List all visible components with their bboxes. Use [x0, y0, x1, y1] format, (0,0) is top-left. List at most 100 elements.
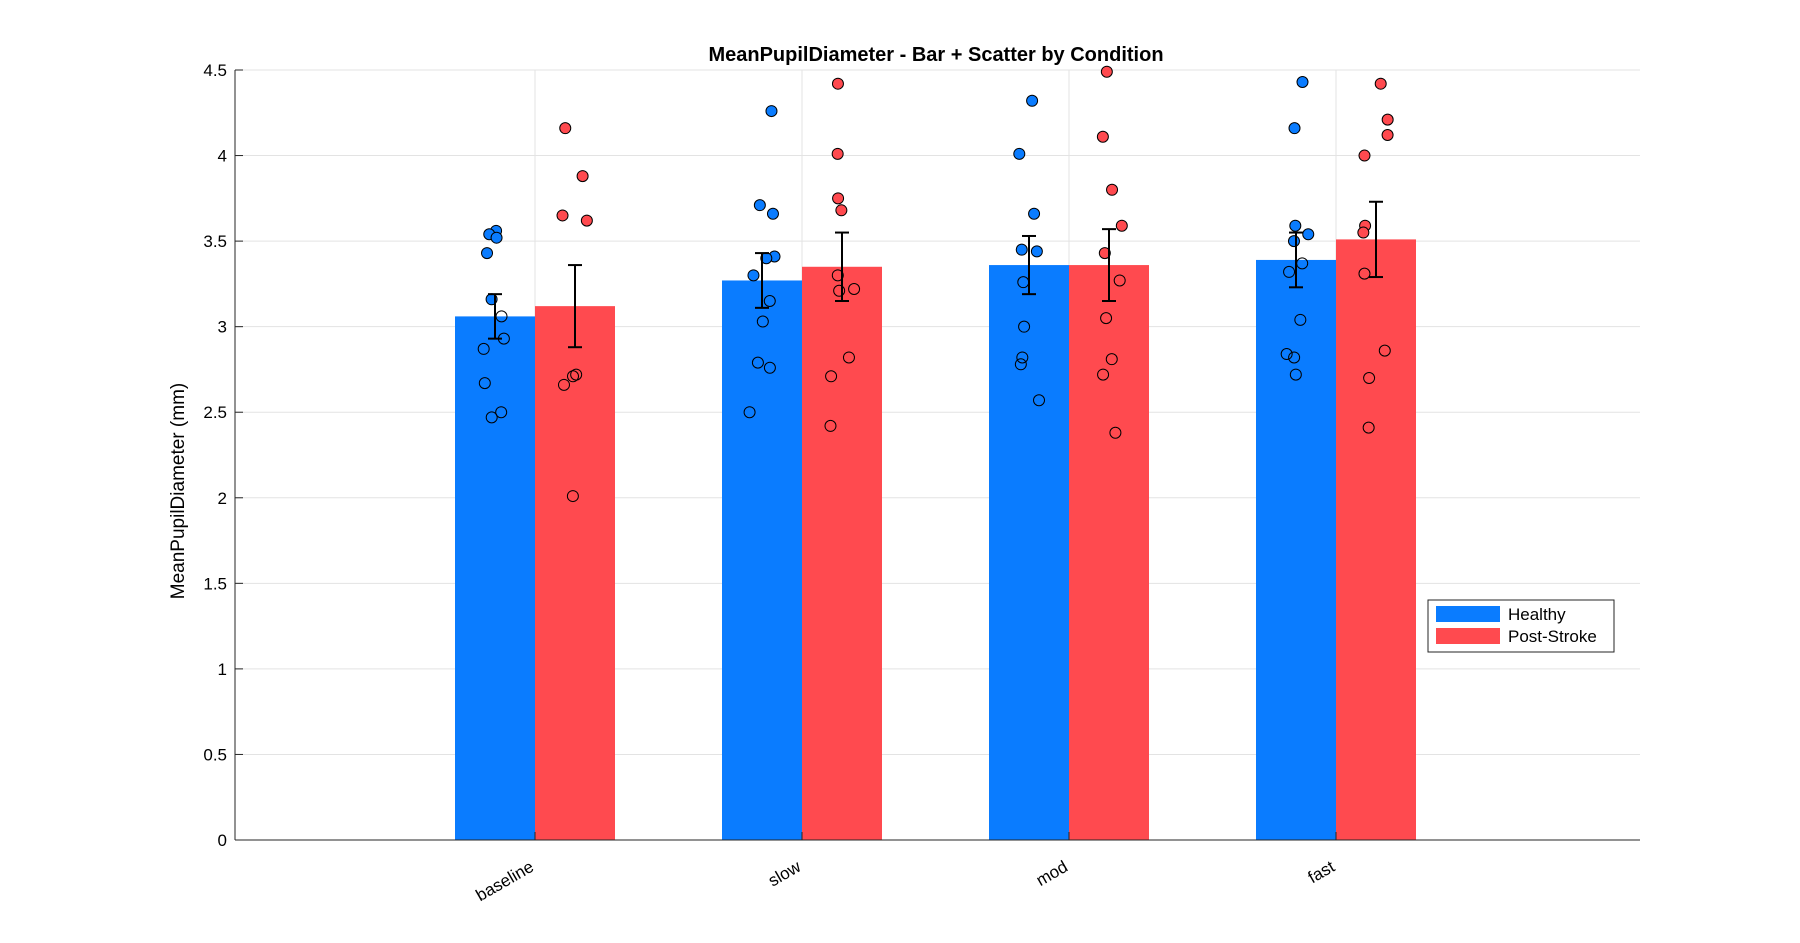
scatter-point	[831, 269, 844, 282]
scatter-point	[1105, 353, 1118, 366]
scatter-point	[765, 105, 778, 118]
scatter-point	[1018, 320, 1031, 333]
scatter-point	[566, 370, 579, 383]
scatter-point	[743, 406, 756, 419]
scatter-point	[824, 419, 837, 432]
scatter-point	[1362, 421, 1375, 434]
scatter-point	[1283, 265, 1296, 278]
scatter-points	[477, 65, 1394, 503]
legend-label: Post-Stroke	[1508, 627, 1597, 646]
scatter-point	[478, 377, 491, 390]
scatter-point	[833, 284, 846, 297]
scatter-point	[1374, 77, 1387, 90]
scatter-point	[835, 204, 848, 217]
scatter-point	[1288, 122, 1301, 135]
scatter-point	[1016, 351, 1029, 364]
bar-healthy-mod	[989, 265, 1069, 841]
scatter-point	[1302, 228, 1315, 241]
y-tick-label: 0.5	[203, 745, 227, 764]
scatter-point	[825, 370, 838, 383]
y-tick-label: 1	[218, 660, 227, 679]
scatter-point	[481, 247, 494, 260]
error-bars	[488, 200, 1383, 349]
scatter-point	[832, 192, 845, 205]
scatter-point	[557, 378, 570, 391]
scatter-point	[763, 361, 776, 374]
bar-post-stroke-slow	[802, 266, 882, 840]
legend-swatch	[1436, 628, 1500, 644]
scatter-point	[559, 122, 572, 135]
scatter-point	[490, 231, 503, 244]
scatter-point	[576, 170, 589, 183]
y-tick-label: 4.5	[203, 61, 227, 80]
bar-healthy-slow	[722, 280, 802, 840]
scatter-point	[831, 147, 844, 160]
scatter-point	[1381, 113, 1394, 126]
scatter-point	[1014, 358, 1027, 371]
scatter-point	[747, 269, 760, 282]
scatter-point	[1100, 65, 1113, 78]
scatter-point	[1289, 219, 1302, 232]
scatter-point	[1098, 247, 1111, 260]
bar-post-stroke-mod	[1069, 265, 1149, 841]
scatter-point	[1358, 149, 1371, 162]
legend-swatch	[1436, 606, 1500, 622]
y-axis-label: MeanPupilDiameter (mm)	[168, 383, 189, 599]
scatter-point	[1294, 313, 1307, 326]
scatter-point	[1296, 75, 1309, 88]
scatter-point	[1287, 235, 1300, 248]
scatter-point	[485, 411, 498, 424]
scatter-point	[1280, 348, 1293, 361]
scatter-point	[1028, 207, 1041, 220]
chart-title: MeanPupilDiameter - Bar + Scatter by Con…	[708, 44, 1163, 66]
scatter-point	[1097, 368, 1110, 381]
scatter-point	[848, 283, 861, 296]
scatter-point	[1033, 394, 1046, 407]
scatter-point	[1096, 130, 1109, 143]
scatter-point	[570, 368, 583, 381]
scatter-point	[1363, 372, 1376, 384]
y-tick-label: 3.5	[203, 232, 227, 251]
scatter-point	[1109, 426, 1122, 439]
scatter-point	[831, 77, 844, 90]
scatter-point	[1026, 94, 1039, 107]
scatter-point	[566, 490, 579, 503]
y-tick-label: 1.5	[203, 574, 227, 593]
scatter-point	[1013, 147, 1026, 160]
legend-label: Healthy	[1508, 605, 1566, 624]
legend: Healthy Post-Stroke	[1427, 599, 1615, 653]
scatter-point	[1030, 245, 1043, 258]
bars	[455, 239, 1416, 841]
scatter-point	[751, 356, 764, 369]
scatter-point	[580, 214, 593, 227]
scatter-point	[1115, 219, 1128, 232]
bar-post-stroke-fast	[1336, 239, 1416, 840]
scatter-point	[495, 406, 508, 419]
y-tick-label: 2	[218, 489, 227, 508]
scatter-point	[556, 209, 569, 222]
y-tick-label: 0	[218, 831, 227, 850]
scatter-point	[1358, 267, 1371, 280]
scatter-point	[477, 342, 490, 355]
bar-post-stroke-baseline	[535, 306, 615, 841]
scatter-point	[1357, 226, 1370, 239]
scatter-point	[495, 310, 508, 323]
scatter-point	[756, 315, 769, 328]
bar-healthy-baseline	[455, 316, 535, 840]
scatter-point	[1289, 368, 1302, 381]
scatter-point	[1113, 274, 1126, 287]
scatter-point	[842, 351, 855, 364]
scatter-point	[1378, 344, 1391, 357]
scatter-point	[1106, 183, 1119, 196]
scatter-point	[766, 207, 779, 220]
y-tick-label: 2.5	[203, 403, 227, 422]
scatter-point	[763, 295, 776, 307]
scatter-point	[753, 199, 766, 212]
y-tick-label: 3	[218, 318, 227, 337]
scatter-point	[1288, 351, 1301, 364]
y-tick-label: 4	[218, 147, 227, 166]
scatter-point	[1015, 243, 1028, 256]
scatter-point	[1100, 312, 1113, 325]
